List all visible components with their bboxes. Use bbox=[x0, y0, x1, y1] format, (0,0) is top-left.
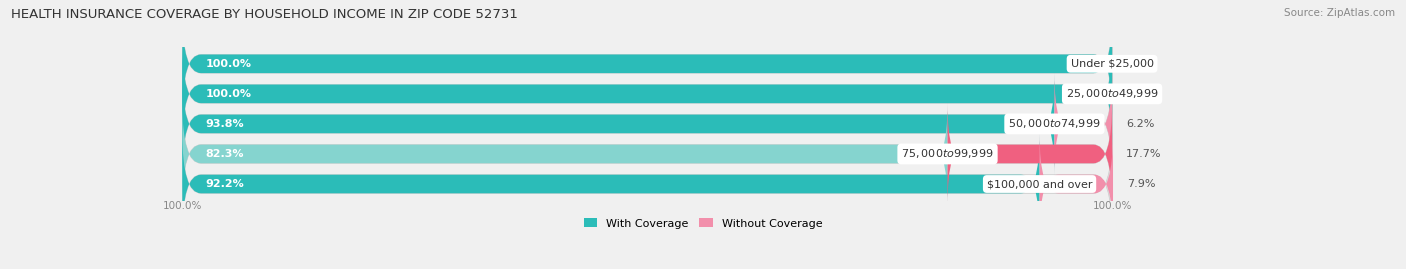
Text: Under $25,000: Under $25,000 bbox=[1070, 59, 1153, 69]
Text: $75,000 to $99,999: $75,000 to $99,999 bbox=[901, 147, 994, 161]
Text: 100.0%: 100.0% bbox=[205, 59, 252, 69]
Text: Source: ZipAtlas.com: Source: ZipAtlas.com bbox=[1284, 8, 1395, 18]
FancyBboxPatch shape bbox=[1039, 133, 1114, 235]
FancyBboxPatch shape bbox=[183, 133, 1039, 235]
Text: 0.0%: 0.0% bbox=[1126, 59, 1154, 69]
FancyBboxPatch shape bbox=[183, 103, 948, 205]
Text: HEALTH INSURANCE COVERAGE BY HOUSEHOLD INCOME IN ZIP CODE 52731: HEALTH INSURANCE COVERAGE BY HOUSEHOLD I… bbox=[11, 8, 519, 21]
Text: 100.0%: 100.0% bbox=[163, 201, 202, 211]
Text: 6.2%: 6.2% bbox=[1126, 119, 1154, 129]
Text: $100,000 and over: $100,000 and over bbox=[987, 179, 1092, 189]
FancyBboxPatch shape bbox=[183, 133, 1112, 235]
FancyBboxPatch shape bbox=[183, 13, 1112, 115]
Text: 100.0%: 100.0% bbox=[205, 89, 252, 99]
Text: 82.3%: 82.3% bbox=[205, 149, 245, 159]
Text: 0.0%: 0.0% bbox=[1126, 89, 1154, 99]
Text: 100.0%: 100.0% bbox=[1092, 201, 1132, 211]
FancyBboxPatch shape bbox=[948, 103, 1112, 205]
FancyBboxPatch shape bbox=[1054, 73, 1112, 175]
FancyBboxPatch shape bbox=[183, 73, 1112, 175]
Text: 7.9%: 7.9% bbox=[1128, 179, 1156, 189]
Text: 92.2%: 92.2% bbox=[205, 179, 245, 189]
FancyBboxPatch shape bbox=[183, 13, 1112, 115]
Legend: With Coverage, Without Coverage: With Coverage, Without Coverage bbox=[583, 218, 823, 229]
Text: 93.8%: 93.8% bbox=[205, 119, 245, 129]
FancyBboxPatch shape bbox=[183, 103, 1112, 205]
Text: $50,000 to $74,999: $50,000 to $74,999 bbox=[1008, 117, 1101, 130]
FancyBboxPatch shape bbox=[183, 73, 1054, 175]
Text: $25,000 to $49,999: $25,000 to $49,999 bbox=[1066, 87, 1159, 100]
Text: 17.7%: 17.7% bbox=[1126, 149, 1161, 159]
FancyBboxPatch shape bbox=[183, 43, 1112, 145]
FancyBboxPatch shape bbox=[183, 43, 1112, 145]
